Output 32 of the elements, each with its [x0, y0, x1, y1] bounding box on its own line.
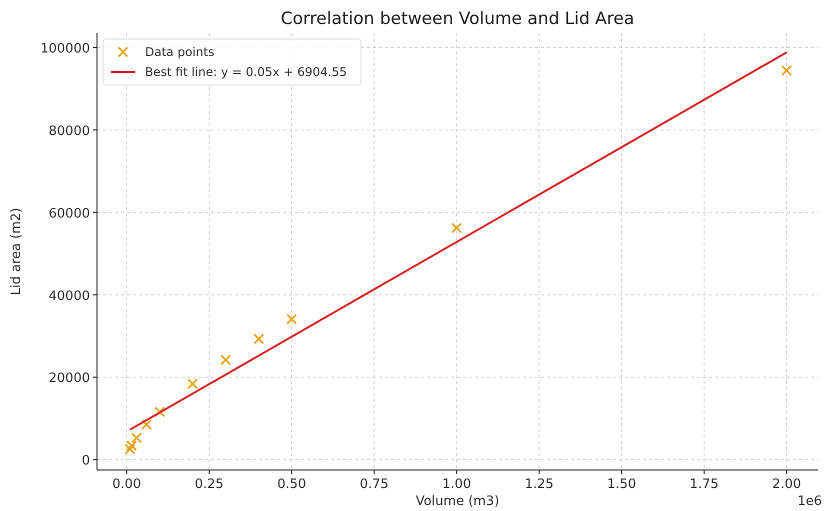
y-axis-title: Lid area (m2) [9, 208, 24, 296]
y-tick-label: 20000 [48, 371, 90, 386]
y-tick-label: 60000 [48, 206, 90, 222]
y-tick-label: 0 [82, 454, 90, 469]
point [253, 334, 264, 344]
point [124, 444, 136, 454]
x-tick-label: 1.25 [524, 477, 554, 492]
point [451, 222, 462, 234]
x-tick-label: 0.75 [360, 477, 389, 492]
x-tick-label: 0.50 [277, 477, 306, 492]
x-tick-label: 0.25 [194, 477, 224, 492]
point [131, 432, 142, 444]
point [187, 378, 198, 390]
y-tick-label: 80000 [48, 124, 90, 139]
point [126, 440, 138, 452]
text: 1e6 [797, 494, 822, 509]
point [154, 406, 166, 418]
y-tick-label: 100000 [40, 41, 90, 56]
legend-label: Data points [145, 45, 214, 59]
legend-label: Best fit line: y = 0.05x + 6904.55 [145, 65, 347, 79]
point [286, 314, 298, 325]
point [220, 354, 232, 366]
x-tick-label: 1.75 [690, 477, 719, 492]
y-tick-label: 40000 [48, 288, 90, 304]
x-axis-title: Volume (m3) [416, 494, 500, 509]
point [141, 419, 152, 430]
x-tick-label: 1.00 [442, 477, 472, 492]
x-tick-label: 2.00 [772, 477, 802, 492]
point [781, 65, 792, 76]
x-tick-label: 0.00 [112, 477, 142, 492]
x-tick-label: 1.50 [607, 477, 636, 492]
chart-title: Correlation between Volume and Lid Area [280, 9, 634, 29]
